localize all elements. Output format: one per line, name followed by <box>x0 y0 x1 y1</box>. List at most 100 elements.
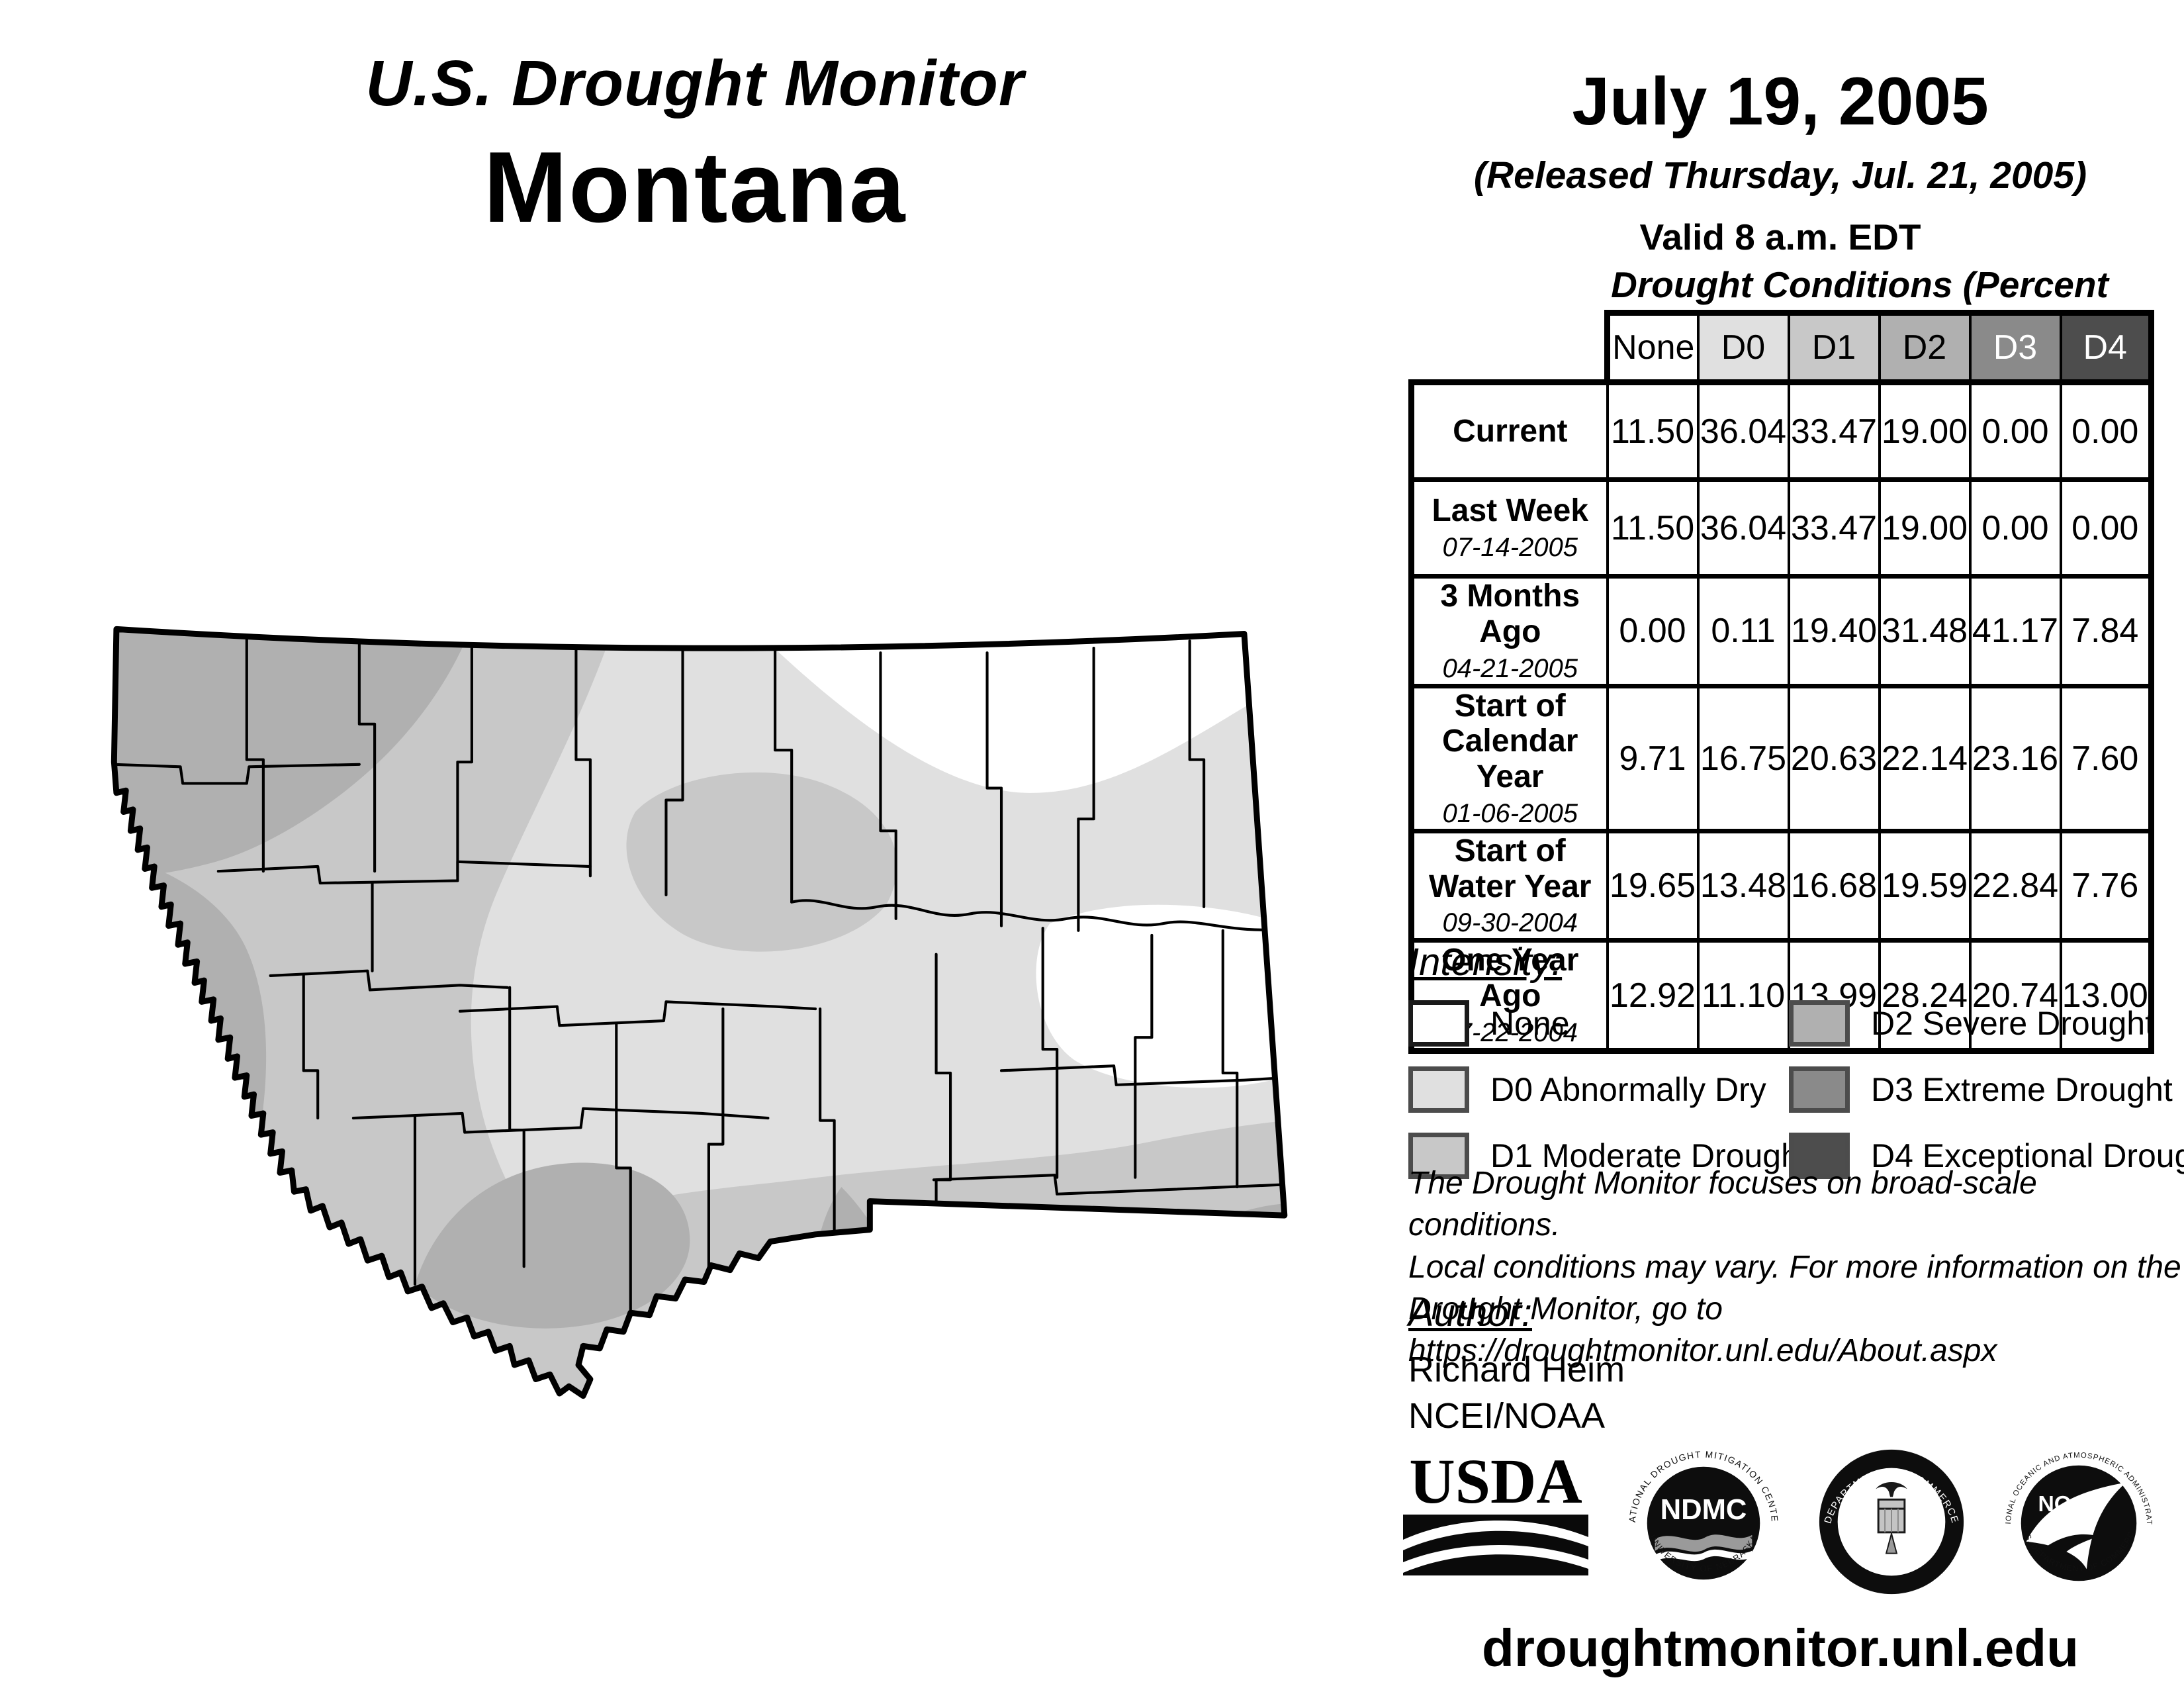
row-label-cell: One Year Ago 07-22-2004 <box>1408 938 1609 1054</box>
row-label-cell: Start of Calendar Year 01-06-2005 <box>1408 683 1609 833</box>
row-label-cell: Current <box>1408 379 1609 482</box>
value-cell: 12.92 <box>1606 938 1700 1054</box>
county-lines-horizontal <box>114 763 1285 1196</box>
table-corner-cell <box>1411 312 1608 383</box>
author-heading: Author: <box>1408 1291 1532 1335</box>
value-cell: 0.00 <box>1968 380 2062 482</box>
row-date: 07-14-2005 <box>1442 532 1578 562</box>
ndmc-logo-icon: NATIONAL DROUGHT MITIGATION CENTER NDMC … <box>1625 1443 1780 1580</box>
value-cell: 28.24 <box>1878 938 1972 1054</box>
legend-label: D0 Abnormally Dry <box>1490 1071 1766 1108</box>
legend-item-d1: D1 Moderate Drought <box>1408 1123 1809 1189</box>
montana-drought-map <box>105 620 1289 1405</box>
value-cell: 19.40 <box>1787 574 1881 688</box>
legend-label: D4 Exceptional Drought <box>1871 1137 2184 1174</box>
row-label-cell: 3 Months Ago 04-21-2005 <box>1408 574 1609 688</box>
disclaimer-line: Drought Monitor, go to https://droughtmo… <box>1408 1291 1997 1369</box>
legend-swatch-d4 <box>1789 1133 1850 1179</box>
value-cell: 7.76 <box>2059 828 2154 943</box>
usda-logo-icon: USDA <box>1403 1446 1588 1575</box>
value-cell: 22.14 <box>1878 683 1972 833</box>
column-header-none: None <box>1604 310 1700 385</box>
value-cell: 13.00 <box>2059 938 2154 1054</box>
legend-label: D3 Extreme Drought <box>1871 1071 2173 1108</box>
noaa-logo-text: NOAA <box>2038 1491 2103 1517</box>
date-block: July 19, 2005 (Released Thursday, Jul. 2… <box>1416 63 2144 258</box>
table-row: Start of Water Year 09-30-2004 19.65 13.… <box>1408 828 2154 943</box>
value-cell: 0.00 <box>2059 477 2154 579</box>
author-org: NCEI/NOAA <box>1408 1396 1606 1436</box>
release-date: (Released Thursday, Jul. 21, 2005) <box>1473 154 2087 197</box>
page-title: U.S. Drought Monitor <box>365 47 1024 119</box>
logo-row: USDA NATIONAL DROUGHT MITIGATION CENTER … <box>1396 1443 2158 1601</box>
value-cell: 16.68 <box>1787 828 1881 943</box>
column-header-d2: D2 <box>1878 310 1972 385</box>
legend-swatch-d3 <box>1789 1066 1850 1113</box>
row-label: One Year Ago <box>1441 943 1579 1013</box>
value-cell: 33.47 <box>1787 380 1881 482</box>
legend-swatch-d1 <box>1408 1133 1469 1179</box>
commerce-seal-icon: DEPARTMENT OF COMMERCE UNITED STATES OF … <box>1813 1443 1964 1595</box>
table-header-row: None D0 D1 D2 D3 D4 <box>1411 310 2154 385</box>
drought-region-d2-south-central <box>414 1162 690 1329</box>
value-cell: 36.04 <box>1696 477 1790 579</box>
value-cell: 19.00 <box>1878 380 1972 482</box>
value-cell: 33.47 <box>1787 477 1881 579</box>
table-row: Last Week 07-14-2005 11.50 36.04 33.47 1… <box>1408 477 2154 579</box>
value-cell: 16.75 <box>1696 683 1790 833</box>
legend-swatch-d2 <box>1789 1000 1850 1047</box>
row-label: Start of Calendar Year <box>1442 688 1578 794</box>
row-date: 01-06-2005 <box>1442 798 1578 828</box>
county-lines-north <box>245 630 1206 932</box>
noaa-logo-icon: NATIONAL OCEANIC AND ATMOSPHERIC ADMINIS… <box>2000 1443 2152 1581</box>
legend-label: None <box>1490 1005 1570 1042</box>
value-cell: 13.48 <box>1696 828 1790 943</box>
value-cell: 22.84 <box>1968 828 2062 943</box>
row-label: Start of Water Year <box>1429 833 1592 904</box>
table-row: Current 11.50 36.04 33.47 19.00 0.00 0.0… <box>1408 379 2154 482</box>
usda-logo-text: USDA <box>1409 1446 1582 1517</box>
ndmc-logo-text: NDMC <box>1661 1494 1747 1526</box>
value-cell: 19.65 <box>1606 828 1700 943</box>
legend-item-d3: D3 Extreme Drought <box>1789 1056 2173 1123</box>
column-header-d3: D3 <box>1968 310 2062 385</box>
legend-item-d4: D4 Exceptional Drought <box>1789 1123 2184 1189</box>
table-row: 3 Months Ago 04-21-2005 0.00 0.11 19.40 … <box>1408 574 2154 688</box>
value-cell: 7.84 <box>2059 574 2154 688</box>
disclaimer-line: Local conditions may vary. For more info… <box>1408 1249 2181 1285</box>
title-block: U.S. Drought Monitor Montana <box>99 46 1291 246</box>
legend-item-d2: D2 Severe Drought <box>1789 990 2169 1056</box>
website-url: droughtmonitor.unl.edu <box>1481 1618 2079 1677</box>
intensity-legend: None D0 Abnormally Dry D1 Moderate Droug… <box>1408 990 2184 1189</box>
column-header-d1: D1 <box>1787 310 1881 385</box>
row-date: 04-21-2005 <box>1442 653 1578 683</box>
map-date: July 19, 2005 <box>1572 64 1989 139</box>
row-label: 3 Months Ago <box>1440 579 1580 649</box>
legend-label: D1 Moderate Drought <box>1490 1137 1809 1174</box>
state-border <box>111 626 1288 1399</box>
table-row: Start of Calendar Year 01-06-2005 9.71 1… <box>1408 683 2154 833</box>
legend-swatch-none <box>1408 1000 1469 1047</box>
value-cell: 7.60 <box>2059 683 2154 833</box>
row-label-cell: Last Week 07-14-2005 <box>1408 477 1609 579</box>
value-cell: 19.59 <box>1878 828 1972 943</box>
drought-region-d2-northwest <box>114 629 475 878</box>
author-name: Richard Heim <box>1408 1350 1625 1389</box>
county-boundaries <box>114 630 1285 1345</box>
montana-map-svg <box>111 626 1288 1399</box>
drought-region-d2-southeast <box>1085 1203 1285 1396</box>
value-cell: 0.00 <box>1606 574 1700 688</box>
row-date: 09-30-2004 <box>1442 908 1578 938</box>
legend-item-none: None <box>1408 990 1789 1056</box>
value-cell: 20.74 <box>1968 938 2062 1054</box>
value-cell: 0.00 <box>2059 380 2154 482</box>
value-cell: 41.17 <box>1968 574 2062 688</box>
value-cell: 20.63 <box>1787 683 1881 833</box>
value-cell: 19.00 <box>1878 477 1972 579</box>
value-cell: 11.10 <box>1696 938 1790 1054</box>
value-cell: 0.11 <box>1696 574 1790 688</box>
disclaimer-line: The Drought Monitor focuses on broad-sca… <box>1408 1166 2037 1243</box>
row-label-cell: Start of Water Year 09-30-2004 <box>1408 828 1609 943</box>
drought-region-d1-central <box>626 772 897 952</box>
